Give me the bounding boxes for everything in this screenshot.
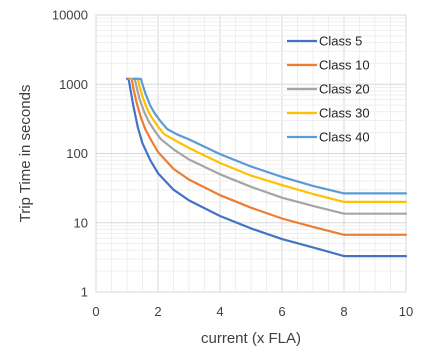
y-tick-label: 100 <box>66 146 88 161</box>
legend-label: Class 10 <box>319 58 370 73</box>
y-tick-label: 10000 <box>52 8 88 23</box>
plot-area <box>95 14 407 293</box>
series-line-2 <box>127 77 408 236</box>
y-tick-label: 10 <box>74 215 88 230</box>
series-line-1 <box>125 77 408 258</box>
x-axis-label: current (x FLA) <box>201 330 301 347</box>
legend: Class 5 Class 10 Class 20 Class 30 Class 40 <box>287 34 370 145</box>
series-lines <box>125 77 408 258</box>
x-tick-label: 8 <box>340 304 347 319</box>
grid <box>95 15 407 293</box>
y-axis-label: Trip Time in seconds <box>17 85 34 223</box>
series-line-5 <box>132 77 408 195</box>
x-tick-label: 2 <box>154 304 161 319</box>
series-line-4 <box>130 77 408 203</box>
y-tick-label: 1 <box>81 285 88 300</box>
legend-label: Class 20 <box>319 82 370 97</box>
x-tick-label: 4 <box>216 304 223 319</box>
tick-labels: 0 2 4 6 8 10 1 10 100 1000 10000 <box>52 8 413 320</box>
legend-label: Class 5 <box>319 34 362 49</box>
x-tick-label: 0 <box>92 304 99 319</box>
x-tick-label: 6 <box>278 304 285 319</box>
y-tick-label: 1000 <box>59 77 88 92</box>
series-line-3 <box>129 77 408 215</box>
legend-label: Class 40 <box>319 130 370 145</box>
x-tick-label: 10 <box>399 304 413 319</box>
legend-label: Class 30 <box>319 106 370 121</box>
